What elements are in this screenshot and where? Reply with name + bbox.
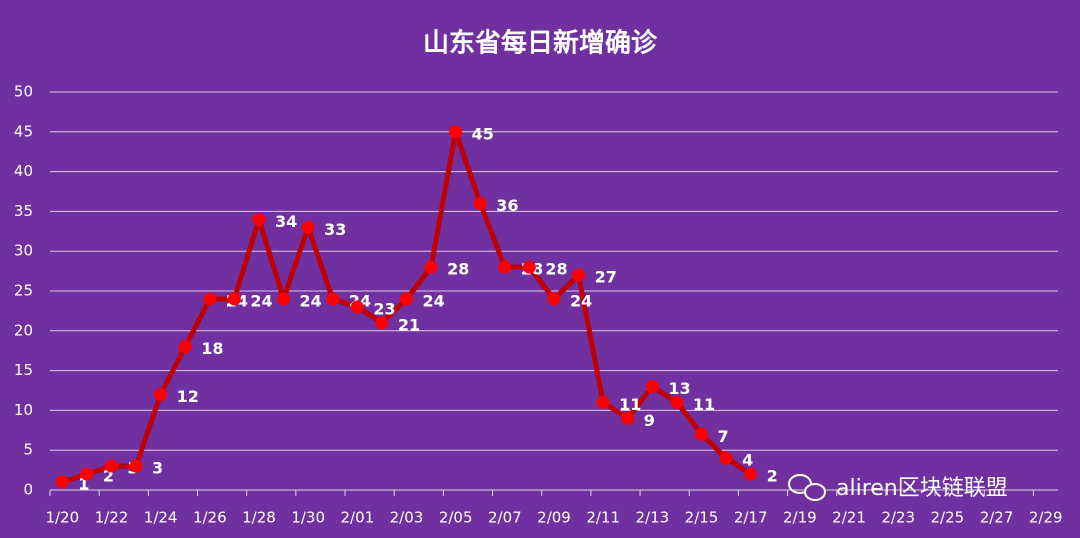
x-tick-label: 2/27 — [980, 509, 1014, 527]
marker — [80, 467, 94, 481]
marker — [621, 411, 635, 425]
marker — [449, 125, 463, 139]
data-label: 2 — [767, 467, 778, 486]
data-label: 45 — [472, 124, 494, 143]
watermark: aliren区块链联盟 — [836, 476, 1008, 501]
x-tick-label: 2/17 — [734, 509, 768, 527]
data-label: 3 — [152, 459, 163, 478]
marker — [645, 380, 659, 394]
x-tick-label: 1/24 — [144, 509, 178, 527]
marker — [129, 459, 143, 473]
x-tick-label: 2/07 — [488, 509, 522, 527]
y-tick-label: 45 — [14, 122, 33, 140]
x-tick-label: 2/11 — [586, 509, 620, 527]
data-label: 18 — [201, 339, 223, 358]
data-label: 11 — [693, 395, 715, 414]
y-tick-label: 35 — [14, 202, 33, 220]
data-label: 21 — [398, 315, 420, 334]
marker — [596, 395, 610, 409]
x-tick-label: 2/13 — [635, 509, 669, 527]
data-label: 34 — [275, 212, 297, 231]
data-label: 13 — [668, 379, 690, 398]
marker — [424, 260, 438, 274]
marker — [473, 196, 487, 210]
data-label: 27 — [595, 268, 617, 287]
x-tick-label: 2/25 — [931, 509, 965, 527]
x-tick-label: 2/29 — [1029, 509, 1063, 527]
data-label: 28 — [447, 260, 469, 279]
watermark-icon — [788, 474, 826, 501]
marker — [301, 220, 315, 234]
y-tick-label: 40 — [14, 162, 33, 180]
marker — [350, 300, 364, 314]
x-tick-label: 1/26 — [193, 509, 227, 527]
chart-title: 山东省每日新增确诊 — [423, 28, 658, 59]
marker — [277, 292, 291, 306]
marker — [227, 292, 241, 306]
x-tick-label: 1/30 — [291, 509, 325, 527]
x-tick-label: 1/22 — [95, 509, 129, 527]
data-label: 23 — [373, 299, 395, 318]
data-label: 4 — [742, 451, 753, 470]
data-label: 28 — [545, 260, 567, 279]
y-tick-label: 10 — [14, 401, 33, 419]
marker — [104, 459, 118, 473]
x-tick-label: 2/21 — [832, 509, 866, 527]
data-label: 11 — [619, 395, 641, 414]
marker — [55, 475, 69, 489]
data-label: 12 — [177, 387, 199, 406]
x-tick-label: 2/01 — [340, 509, 374, 527]
y-tick-label: 30 — [14, 242, 33, 260]
marker — [154, 387, 168, 401]
marker — [498, 260, 512, 274]
data-label: 33 — [324, 220, 346, 239]
x-tick-label: 2/19 — [783, 509, 817, 527]
y-tick-label: 15 — [14, 361, 33, 379]
x-tick-label: 2/09 — [537, 509, 571, 527]
marker — [522, 260, 536, 274]
x-tick-label: 2/23 — [881, 509, 915, 527]
data-label: 7 — [718, 427, 729, 446]
x-tick-label: 1/28 — [242, 509, 276, 527]
y-tick-label: 20 — [14, 321, 33, 339]
y-tick-label: 5 — [23, 441, 33, 459]
marker — [399, 292, 413, 306]
marker — [375, 316, 389, 330]
data-label: 1 — [78, 475, 89, 494]
data-label: 24 — [570, 291, 592, 310]
x-tick-label: 2/03 — [390, 509, 424, 527]
x-tick-label: 2/05 — [439, 509, 473, 527]
marker — [744, 467, 758, 481]
data-label: 24 — [250, 291, 272, 310]
data-label: 9 — [644, 411, 655, 430]
marker — [719, 451, 733, 465]
y-tick-label: 25 — [14, 282, 33, 300]
data-label: 36 — [496, 196, 518, 215]
marker — [695, 427, 709, 441]
marker — [547, 292, 561, 306]
data-label: 2 — [103, 467, 114, 486]
marker — [326, 292, 340, 306]
y-tick-label: 50 — [14, 83, 33, 101]
marker — [178, 340, 192, 354]
x-tick-label: 1/20 — [45, 509, 79, 527]
marker — [203, 292, 217, 306]
y-tick-label: 0 — [23, 481, 33, 499]
x-tick-label: 2/15 — [685, 509, 719, 527]
data-label: 24 — [300, 291, 322, 310]
marker — [572, 268, 586, 282]
marker — [670, 395, 684, 409]
marker — [252, 212, 266, 226]
data-label: 24 — [422, 291, 444, 310]
